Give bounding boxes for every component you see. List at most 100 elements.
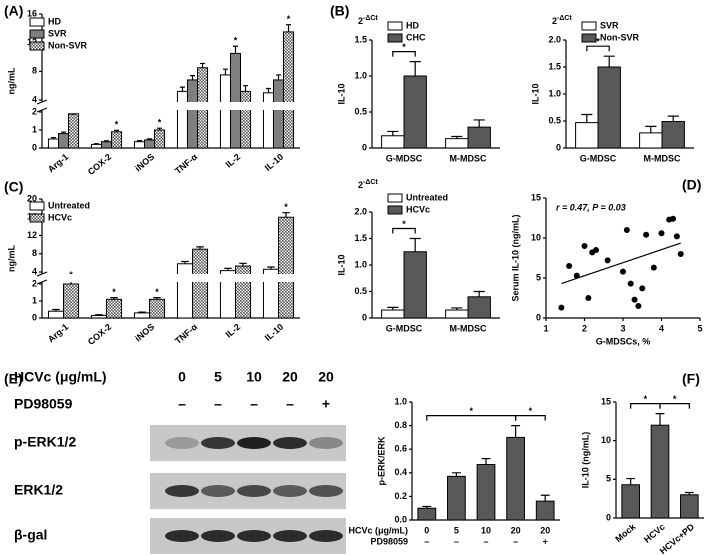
bar	[621, 484, 640, 519]
bar	[447, 475, 466, 521]
point	[593, 247, 600, 253]
bar	[133, 312, 150, 319]
lane-treatment: –	[178, 396, 186, 412]
bar	[680, 494, 699, 519]
y-tick-label: 10	[601, 435, 611, 445]
x-tick-label: 4	[659, 323, 664, 333]
y-tick-label: 2.0	[354, 206, 367, 216]
significance-star: *	[529, 406, 533, 416]
y-tick-label: 0	[606, 512, 611, 522]
bar	[57, 133, 70, 149]
point	[635, 303, 642, 309]
scale-label: 2-ΔCt	[358, 15, 378, 27]
point	[604, 257, 611, 264]
y-tick-label: 4	[32, 266, 37, 276]
y-tick-label: 0	[362, 312, 367, 322]
x-tick-label-row2: –	[424, 536, 429, 546]
error-bar	[136, 140, 142, 142]
bar	[111, 131, 123, 149]
error-bar	[52, 308, 60, 312]
y-axis-label: IL-10	[336, 254, 346, 275]
panel-label: (F)	[682, 371, 700, 387]
x-tick-label: Arg-1	[46, 322, 70, 345]
error-bar	[667, 115, 679, 122]
significance-star: *	[673, 394, 677, 404]
bar	[403, 75, 427, 149]
x-tick-label: 20	[540, 525, 550, 535]
y-tick-label: 0.0	[394, 514, 407, 524]
trend-line	[561, 242, 681, 285]
y-tick-label: 0	[32, 142, 37, 152]
error-bar	[239, 262, 247, 267]
legend-label: HD	[48, 16, 61, 26]
significance-star: *	[284, 202, 288, 212]
y-tick-label: 15	[601, 396, 611, 406]
blot-band	[237, 437, 271, 449]
blot-band	[201, 437, 235, 449]
panel-label: (A)	[4, 3, 23, 19]
error-bar	[103, 140, 110, 142]
blot-row-label: β-gal	[14, 527, 47, 543]
y-tick-label: 8	[32, 248, 37, 258]
error-bar	[196, 246, 204, 250]
error-bar	[200, 62, 206, 68]
bar	[47, 310, 65, 319]
bar	[467, 126, 491, 149]
break-mark	[36, 107, 48, 113]
x-tick-label: M-MDSC	[450, 323, 487, 333]
error-bar	[265, 87, 271, 93]
x-tick-label: 2	[582, 323, 587, 333]
point	[585, 295, 592, 301]
significance-star: *	[155, 287, 159, 297]
error-bar	[481, 458, 491, 465]
x-tick-label: 5	[697, 323, 702, 333]
significance-star: *	[644, 394, 648, 404]
blot-band	[165, 437, 199, 449]
y-tick-label: 0.4	[394, 467, 407, 477]
legend-label: Non-SVR	[600, 32, 639, 42]
error-bar	[181, 260, 189, 264]
blot-row-label: ERK1/2	[14, 482, 63, 498]
panel-label: (D)	[682, 177, 701, 193]
blot-band	[201, 485, 235, 497]
point	[573, 272, 580, 279]
bar	[283, 31, 295, 149]
x-tick-label: IL-2	[224, 322, 243, 340]
x-tick-label: M-MDSC	[644, 153, 681, 163]
legend-label: Untreated	[48, 200, 90, 210]
x-tick-label-row2: +	[543, 536, 548, 546]
bar	[278, 216, 295, 319]
x-tick-label: COX-2	[86, 152, 114, 177]
bar	[100, 141, 113, 149]
lane-treatment: –	[286, 396, 294, 412]
y-tick-label: 1.5	[354, 233, 367, 243]
x-tick-label: 3	[620, 323, 625, 333]
significance-bracket	[392, 51, 416, 57]
significance-star: *	[596, 37, 600, 47]
bar	[219, 74, 231, 149]
y-tick-label: 1.0	[548, 88, 561, 98]
point	[670, 215, 677, 222]
significance-star: *	[402, 42, 406, 52]
legend-swatch	[387, 205, 403, 215]
x-tick-label: Arg-1	[46, 152, 70, 175]
blot-band	[273, 437, 307, 449]
x-row-title: PD98059	[370, 536, 408, 546]
lane-treatment: –	[214, 396, 222, 412]
error-bar	[473, 119, 485, 128]
blot-band	[309, 437, 343, 449]
bar	[476, 464, 496, 521]
point	[639, 285, 646, 292]
point	[673, 233, 680, 240]
point	[620, 268, 626, 275]
x-tick-label: 0	[424, 525, 429, 535]
point	[581, 243, 588, 249]
blot-band	[237, 530, 271, 542]
bar	[650, 424, 670, 519]
bar	[597, 66, 621, 149]
x-row-title: HCVc (μg/mL)	[348, 525, 408, 535]
bar	[272, 79, 285, 149]
error-bar	[114, 129, 120, 132]
legend-label: Non-SVR	[48, 40, 87, 50]
y-tick-label: 16	[27, 8, 37, 18]
